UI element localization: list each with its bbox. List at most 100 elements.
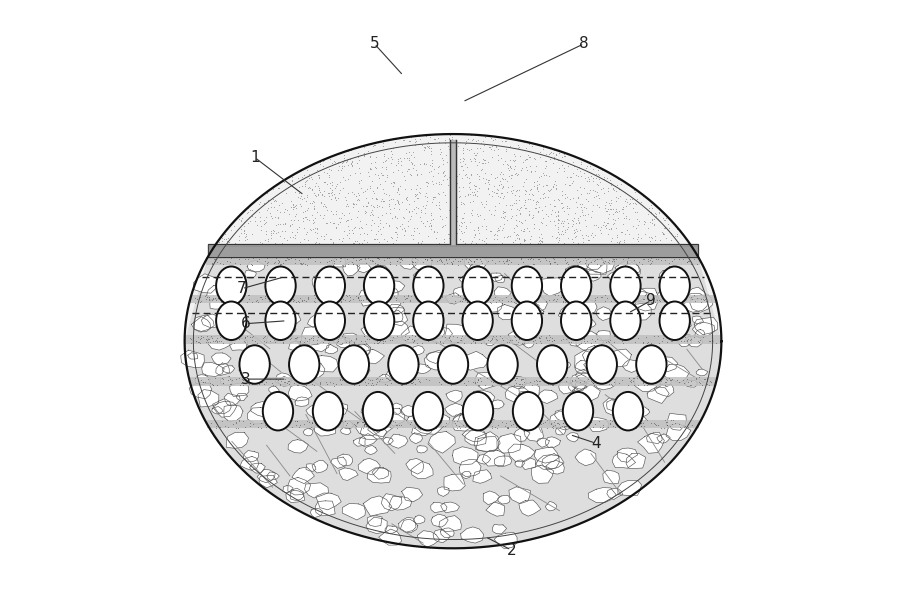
Point <box>266 194 281 203</box>
Polygon shape <box>518 313 537 329</box>
Point <box>377 188 391 197</box>
Point <box>406 257 420 267</box>
Point <box>402 214 417 224</box>
Point <box>501 165 516 174</box>
Point <box>351 207 365 216</box>
Point <box>334 248 349 257</box>
Polygon shape <box>574 401 588 410</box>
Point <box>604 224 619 234</box>
Point <box>338 337 352 347</box>
Point <box>427 164 441 173</box>
Point <box>374 168 389 178</box>
Point <box>462 254 477 263</box>
Point <box>233 380 247 390</box>
Polygon shape <box>617 448 638 462</box>
Polygon shape <box>316 493 342 510</box>
Point <box>511 169 525 178</box>
Point <box>700 379 715 388</box>
Point <box>647 293 661 303</box>
Point <box>328 297 342 307</box>
Point <box>465 422 479 431</box>
Point <box>600 219 614 228</box>
Point <box>673 422 688 432</box>
Polygon shape <box>587 254 615 273</box>
Point <box>437 130 451 139</box>
Point <box>333 256 348 266</box>
Point <box>490 151 505 160</box>
Polygon shape <box>401 487 422 502</box>
Point <box>321 417 335 426</box>
Point <box>308 293 323 303</box>
Polygon shape <box>458 412 477 427</box>
Point <box>550 168 564 177</box>
Point <box>680 377 695 386</box>
Point <box>288 374 303 383</box>
Point <box>502 416 516 426</box>
Point <box>659 213 673 223</box>
Point <box>347 190 361 199</box>
Point <box>625 293 640 303</box>
Point <box>423 133 438 142</box>
Point <box>631 380 645 389</box>
Point <box>389 296 403 305</box>
Polygon shape <box>520 295 548 313</box>
Point <box>193 293 207 302</box>
Point <box>694 294 708 304</box>
Point <box>225 375 239 385</box>
Point <box>546 380 561 389</box>
Point <box>183 333 198 342</box>
Point <box>407 196 421 206</box>
Point <box>354 336 369 346</box>
Point <box>329 195 343 204</box>
Point <box>236 229 251 238</box>
Point <box>367 218 381 227</box>
Point <box>413 293 428 302</box>
Point <box>568 419 583 429</box>
Point <box>610 232 624 241</box>
Point <box>561 218 575 227</box>
Point <box>209 242 224 252</box>
Polygon shape <box>353 438 365 446</box>
Point <box>390 222 404 231</box>
Point <box>397 240 411 250</box>
Point <box>503 155 517 164</box>
Point <box>208 296 223 305</box>
Point <box>470 209 485 219</box>
Point <box>703 336 718 346</box>
Polygon shape <box>575 368 594 383</box>
Point <box>611 240 625 249</box>
Point <box>402 137 417 146</box>
Point <box>599 224 613 233</box>
Point <box>292 183 306 192</box>
Point <box>674 243 689 252</box>
Point <box>357 421 371 431</box>
Point <box>267 238 282 247</box>
Polygon shape <box>414 515 425 524</box>
Point <box>310 241 324 251</box>
Point <box>272 257 286 267</box>
Point <box>453 158 467 167</box>
Point <box>361 171 376 181</box>
Point <box>431 239 446 248</box>
Polygon shape <box>576 331 603 350</box>
Point <box>505 375 519 384</box>
Point <box>495 333 509 343</box>
Point <box>429 233 443 243</box>
Polygon shape <box>406 458 424 474</box>
Polygon shape <box>509 487 531 504</box>
Point <box>493 169 507 178</box>
Point <box>370 244 384 254</box>
Point <box>257 421 272 430</box>
Point <box>361 167 375 177</box>
Point <box>450 217 465 226</box>
Polygon shape <box>603 398 623 416</box>
Point <box>561 259 575 269</box>
Point <box>524 166 538 176</box>
Point <box>577 335 592 344</box>
Point <box>525 141 540 151</box>
Point <box>363 151 378 160</box>
Polygon shape <box>356 366 370 375</box>
Polygon shape <box>239 366 249 372</box>
Point <box>299 227 313 237</box>
Point <box>357 151 371 161</box>
